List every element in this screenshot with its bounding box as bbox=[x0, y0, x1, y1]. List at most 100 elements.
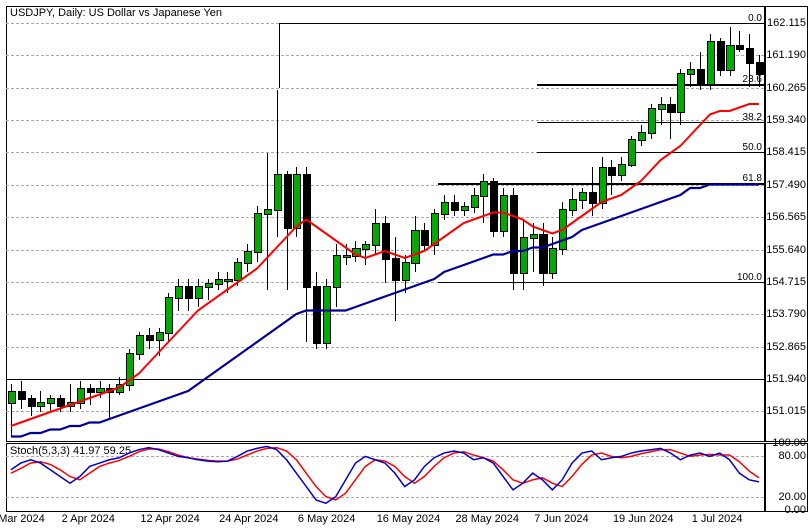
candle-body bbox=[195, 286, 203, 299]
candle-body bbox=[96, 388, 104, 394]
fib-line bbox=[537, 152, 764, 153]
candle-body bbox=[205, 283, 213, 289]
candle-body bbox=[215, 279, 223, 285]
candle-body bbox=[402, 262, 410, 282]
candle-body bbox=[274, 174, 282, 211]
stoch-title: Stoch(5,3,3) 41.97 59.25 bbox=[10, 445, 131, 457]
candle-body bbox=[441, 202, 449, 215]
candle-body bbox=[746, 48, 754, 64]
candle-body bbox=[756, 62, 764, 75]
candle-body bbox=[18, 391, 26, 400]
candle-body bbox=[77, 388, 85, 404]
y-axis-label: 158.415 bbox=[766, 146, 806, 158]
y-axis-label: 161.190 bbox=[766, 49, 806, 61]
candle-wick bbox=[533, 223, 534, 272]
grid-line bbox=[6, 411, 764, 412]
candle-body bbox=[37, 402, 45, 408]
candle-body bbox=[175, 286, 183, 299]
candle-body bbox=[559, 209, 567, 250]
candle-body bbox=[333, 255, 341, 289]
fib-label: 50.0 bbox=[743, 142, 762, 153]
x-axis-label: 2 Apr 2024 bbox=[62, 513, 115, 525]
candle-body bbox=[382, 223, 390, 260]
candle-body bbox=[480, 181, 488, 197]
x-axis-label: 6 May 2024 bbox=[298, 513, 355, 525]
candle-body bbox=[87, 388, 95, 394]
candle-body bbox=[648, 108, 656, 135]
candle-body bbox=[687, 69, 695, 75]
stoch-axis-label: 100.00 bbox=[772, 437, 806, 449]
grid-line bbox=[6, 347, 764, 348]
candle-body bbox=[126, 353, 134, 387]
candle-body bbox=[411, 230, 419, 264]
candle-body bbox=[362, 244, 370, 250]
candle-body bbox=[106, 388, 114, 394]
candle-body bbox=[726, 45, 734, 72]
candle-body bbox=[461, 206, 469, 212]
candle-body bbox=[431, 213, 439, 247]
grid-line bbox=[6, 88, 764, 89]
y-axis-label: 152.865 bbox=[766, 341, 806, 353]
y-axis-label: 162.115 bbox=[767, 17, 806, 29]
candle-body bbox=[628, 139, 636, 166]
stoch-level-line bbox=[6, 497, 764, 498]
candle-wick bbox=[661, 97, 662, 125]
candle-body bbox=[579, 192, 587, 201]
candle-body bbox=[352, 248, 360, 257]
candle-body bbox=[185, 286, 193, 299]
y-axis-label: 156.565 bbox=[766, 211, 806, 223]
candle-body bbox=[618, 164, 626, 177]
candle-wick bbox=[227, 272, 228, 293]
candle-wick bbox=[70, 384, 71, 412]
candle-body bbox=[667, 104, 675, 113]
candle-body bbox=[343, 255, 351, 258]
fib-line bbox=[438, 282, 764, 283]
grid-line bbox=[6, 55, 764, 56]
fib-label: 38.2 bbox=[743, 112, 762, 123]
fib-label: 100.0 bbox=[737, 272, 762, 283]
fib-label: 0.0 bbox=[748, 13, 762, 24]
candle-body bbox=[549, 248, 557, 275]
candle-body bbox=[67, 402, 75, 408]
chart-title: USDJPY, Daily: US Dollar vs Japanese Yen bbox=[10, 7, 222, 19]
candle-body bbox=[165, 297, 173, 334]
y-axis-label: 159.340 bbox=[766, 114, 806, 126]
candle-body bbox=[136, 335, 144, 355]
candle-body bbox=[323, 286, 331, 344]
stoch-axis-label: 20.00 bbox=[778, 491, 806, 503]
candle-body bbox=[569, 199, 577, 212]
candle-body bbox=[736, 45, 744, 51]
fib-label: 61.8 bbox=[743, 173, 762, 184]
candle-body bbox=[284, 174, 292, 229]
candle-body bbox=[608, 167, 616, 176]
forex-chart: USDJPY, Daily: US Dollar vs Japanese Yen… bbox=[0, 0, 810, 529]
candle-body bbox=[372, 223, 380, 246]
stoch-level-line bbox=[6, 456, 764, 457]
y-axis-label: 151.015 bbox=[766, 405, 806, 417]
x-axis-label: 21 Mar 2024 bbox=[0, 513, 45, 525]
candle-wick bbox=[267, 153, 268, 290]
y-axis-label: 154.715 bbox=[766, 276, 806, 288]
y-axis-label: 157.490 bbox=[766, 179, 806, 191]
x-axis-label: 16 May 2024 bbox=[377, 513, 441, 525]
candle-body bbox=[589, 192, 597, 205]
candle-body bbox=[510, 195, 518, 274]
fib-anchor bbox=[279, 23, 280, 88]
fib-line bbox=[279, 23, 764, 24]
candle-body bbox=[293, 174, 301, 229]
candle-body bbox=[303, 174, 311, 288]
candle-body bbox=[539, 234, 547, 275]
candle-wick bbox=[277, 90, 278, 237]
candle-body bbox=[471, 195, 479, 208]
y-axis-label: 160.265 bbox=[766, 82, 806, 94]
candle-body bbox=[156, 332, 164, 341]
candle-body bbox=[697, 69, 705, 85]
y-axis-label: 151.940 bbox=[766, 373, 806, 385]
candle-body bbox=[244, 251, 252, 264]
candle-body bbox=[500, 195, 508, 232]
x-axis-label: 19 Jun 2024 bbox=[613, 513, 674, 525]
fib-line bbox=[537, 84, 764, 86]
stoch-axis-label: 80.00 bbox=[778, 450, 806, 462]
x-axis-label: 28 May 2024 bbox=[455, 513, 519, 525]
candle-body bbox=[520, 237, 528, 274]
